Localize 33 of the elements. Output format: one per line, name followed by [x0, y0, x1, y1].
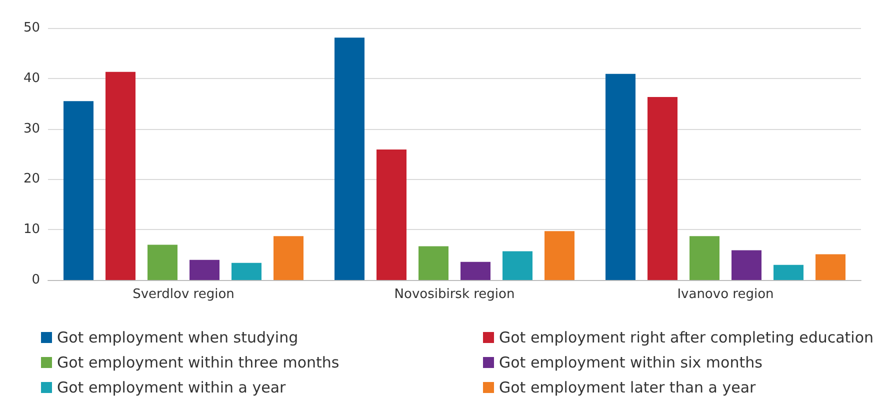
legend-label: Got employment later than a year [499, 378, 757, 396]
bar [376, 149, 406, 280]
bar [606, 74, 636, 280]
bar [502, 251, 532, 280]
y-tick-label: 50 [23, 20, 40, 36]
bar [544, 231, 574, 280]
legend-label: Got employment within three months [57, 354, 340, 372]
x-tick-label: Ivanovo region [677, 287, 774, 302]
y-tick-label: 40 [23, 70, 40, 86]
bar [190, 260, 220, 280]
bar [732, 250, 762, 280]
legend-label: Got employment within a year [57, 378, 287, 396]
x-tick-label: Sverdlov region [132, 287, 234, 302]
bar [460, 262, 490, 280]
legend-label: Got employment right after completing education [499, 328, 874, 346]
bar [274, 236, 304, 280]
y-tick-label: 30 [23, 121, 40, 136]
bar [64, 101, 94, 280]
y-tick-label: 10 [23, 222, 40, 238]
x-tick-label: Novosibirsk region [394, 287, 515, 302]
bar [106, 72, 136, 280]
bar [774, 264, 804, 280]
bar [816, 254, 846, 280]
bar [418, 246, 448, 280]
bar [148, 244, 178, 280]
bar [690, 236, 720, 280]
bar [334, 38, 364, 280]
bar [232, 262, 262, 280]
legend-label: Got employment within six months [499, 354, 763, 372]
bar [648, 97, 678, 280]
legend-label: Got employment when studying [57, 328, 298, 346]
y-tick-label: 0 [32, 272, 40, 288]
y-tick-label: 20 [23, 172, 40, 187]
